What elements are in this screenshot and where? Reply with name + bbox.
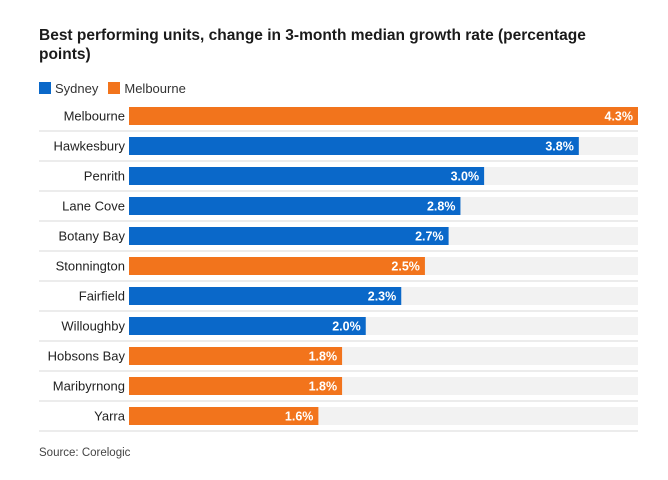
- legend-label-sydney: Sydney: [55, 80, 99, 96]
- category-label-fairfield: Fairfield: [79, 289, 125, 304]
- data-label-penrith: 3.0%: [451, 170, 480, 184]
- chart-title: Best performing units, change in 3-month…: [39, 27, 586, 63]
- legend-item-melbourne: Melbourne: [108, 80, 186, 96]
- data-label-stonnington: 2.5%: [391, 260, 420, 274]
- legend-label-melbourne: Melbourne: [124, 80, 186, 96]
- data-label-yarra: 1.6%: [285, 410, 314, 424]
- category-label-lane-cove: Lane Cove: [62, 199, 125, 214]
- legend-swatch-melbourne: [108, 82, 121, 94]
- data-label-fairfield: 2.3%: [368, 290, 397, 304]
- bar-melbourne: [129, 107, 638, 125]
- bar-lane-cove: [129, 197, 461, 215]
- bar-chart: Melbourne 4.3% Hawkesbury 3.8% Penrith 3.0% La…: [39, 107, 638, 432]
- bar-fairfield: [129, 287, 402, 305]
- data-label-willoughby: 2.0%: [332, 320, 361, 334]
- data-label-botany-bay: 2.7%: [415, 230, 444, 244]
- bar-hobsons-bay: [129, 347, 343, 365]
- bar-willoughby: [129, 317, 366, 335]
- bar-stonnington: [129, 257, 425, 275]
- category-label-hobsons-bay: Hobsons Bay: [48, 349, 126, 364]
- bar-hawkesbury: [129, 137, 579, 155]
- category-label-botany-bay: Botany Bay: [59, 229, 126, 244]
- legend-item-sydney: Sydney: [39, 81, 98, 96]
- category-label-maribyrnong: Maribyrnong: [53, 379, 125, 394]
- bar-maribyrnong: [129, 377, 343, 395]
- source-note: Source: Corelogic: [39, 447, 131, 459]
- legend: Sydney Melbourne: [39, 79, 196, 97]
- category-label-yarra: Yarra: [94, 409, 126, 424]
- data-label-lane-cove: 2.8%: [427, 200, 456, 214]
- bar-yarra: [129, 407, 319, 425]
- bar-botany-bay: [129, 227, 449, 245]
- category-label-melbourne: Melbourne: [64, 109, 125, 124]
- bar-penrith: [129, 167, 485, 185]
- category-label-willoughby: Willoughby: [61, 319, 125, 334]
- category-label-penrith: Penrith: [84, 169, 125, 184]
- category-label-hawkesbury: Hawkesbury: [53, 139, 125, 154]
- legend-swatch-sydney: [39, 82, 51, 94]
- category-label-stonnington: Stonnington: [56, 259, 125, 274]
- data-label-hawkesbury: 3.8%: [545, 140, 574, 154]
- data-label-hobsons-bay: 1.8%: [309, 350, 338, 364]
- data-label-maribyrnong: 1.8%: [309, 380, 338, 394]
- data-label-melbourne: 4.3%: [605, 110, 634, 124]
